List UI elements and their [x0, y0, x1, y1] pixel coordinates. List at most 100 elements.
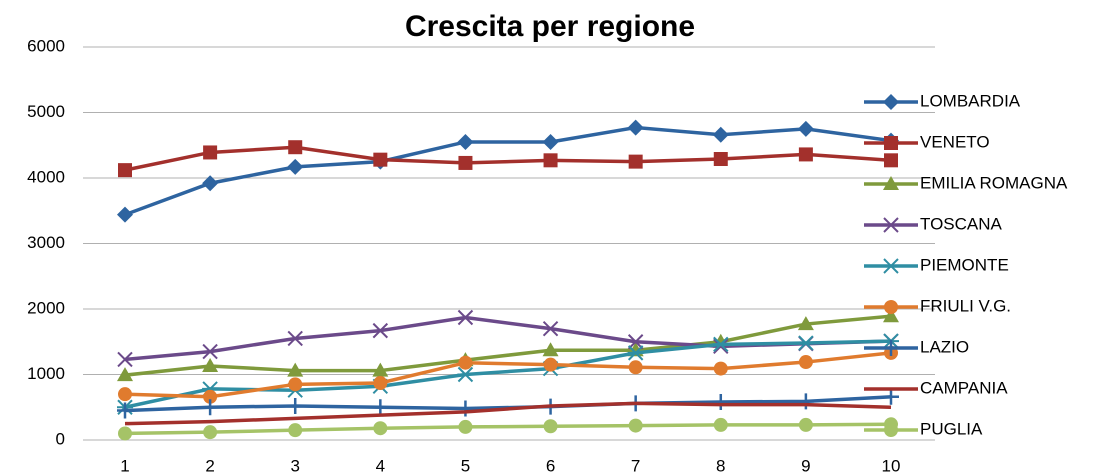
data-point	[542, 342, 559, 357]
legend-label: PUGLIA	[920, 419, 983, 438]
data-point	[203, 145, 218, 160]
data-point	[627, 119, 644, 136]
data-point	[288, 140, 303, 155]
data-point	[203, 425, 218, 440]
data-point	[713, 152, 728, 167]
y-tick-label: 5000	[27, 102, 65, 121]
legend-label: FRIULI V.G.	[920, 296, 1011, 315]
series-line	[124, 351, 892, 399]
data-point	[542, 133, 559, 150]
data-point	[798, 417, 813, 432]
series-line	[124, 315, 892, 362]
data-point	[287, 158, 304, 175]
legend-marker	[884, 300, 898, 314]
legend-marker	[883, 340, 899, 356]
legend-label: LOMBARDIA	[920, 91, 1021, 110]
data-point	[543, 153, 558, 168]
data-point	[372, 322, 389, 339]
data-point	[458, 355, 473, 370]
x-tick-label: 3	[290, 456, 299, 475]
y-tick-label: 2000	[27, 298, 65, 317]
data-point	[883, 388, 899, 405]
data-point	[713, 338, 729, 355]
y-tick-label: 3000	[27, 233, 65, 252]
data-point	[798, 355, 813, 370]
legend-label: VENETO	[920, 132, 990, 151]
data-point	[627, 334, 644, 350]
legend-marker	[883, 217, 899, 233]
data-point	[117, 402, 133, 419]
legend-label: PIEMONTE	[920, 255, 1009, 274]
data-point	[628, 418, 643, 433]
data-point	[373, 152, 388, 167]
data-point	[117, 351, 133, 368]
data-point	[712, 394, 729, 411]
data-point	[288, 423, 303, 438]
data-point	[712, 126, 729, 143]
data-point	[712, 336, 729, 353]
x-tick-label: 7	[631, 456, 640, 475]
y-tick-label: 4000	[27, 167, 65, 186]
data-point	[627, 345, 644, 361]
data-point	[202, 175, 219, 192]
data-point	[287, 330, 303, 347]
data-point	[797, 335, 814, 351]
legend-label: TOSCANA	[920, 214, 1003, 233]
data-point	[628, 360, 643, 375]
x-tick-label: 1	[120, 456, 129, 475]
legend-marker	[883, 94, 899, 110]
data-point	[797, 120, 814, 137]
data-point	[288, 377, 303, 392]
data-point	[458, 419, 473, 434]
data-point	[542, 320, 559, 337]
legend-marker	[883, 176, 899, 190]
x-tick-label: 2	[205, 456, 214, 475]
data-point	[457, 366, 474, 383]
chart-title: Crescita per regione	[405, 10, 695, 43]
y-tick-label: 6000	[27, 36, 65, 55]
x-tick-label: 6	[546, 456, 555, 475]
data-point	[543, 419, 558, 434]
data-point	[457, 309, 474, 326]
y-tick-label: 0	[56, 429, 65, 448]
x-tick-label: 8	[716, 456, 725, 475]
legend-marker	[883, 258, 899, 274]
data-point	[202, 357, 219, 372]
data-point	[373, 421, 388, 436]
data-point	[203, 389, 218, 404]
data-point	[884, 153, 898, 168]
data-point	[713, 417, 728, 432]
series-line	[124, 401, 892, 426]
x-tick-label: 5	[461, 456, 470, 475]
series-line	[124, 145, 892, 172]
data-point	[798, 147, 813, 162]
data-point	[202, 399, 219, 416]
legend-marker	[884, 423, 898, 437]
data-point	[118, 426, 132, 441]
data-point	[797, 393, 814, 410]
series-line	[124, 314, 892, 377]
data-point	[372, 362, 389, 377]
data-point	[543, 357, 558, 372]
x-tick-label: 9	[801, 456, 810, 475]
x-tick-label: 4	[376, 456, 385, 475]
series-line	[124, 422, 892, 436]
data-point	[372, 399, 389, 416]
legend-label: EMILIA ROMAGNA	[920, 173, 1068, 192]
data-point	[457, 133, 474, 150]
legend-label: CAMPANIA	[920, 378, 1008, 397]
series-line	[124, 125, 892, 217]
data-point	[458, 155, 473, 170]
data-point	[118, 387, 132, 402]
legend-label: LAZIO	[920, 337, 969, 356]
data-point	[457, 400, 474, 417]
data-point	[628, 154, 643, 169]
data-point	[713, 361, 728, 376]
data-point	[373, 376, 388, 391]
data-point	[202, 343, 218, 360]
data-point	[118, 163, 132, 178]
data-point	[287, 397, 304, 414]
data-point	[117, 206, 133, 223]
data-point	[797, 316, 814, 331]
